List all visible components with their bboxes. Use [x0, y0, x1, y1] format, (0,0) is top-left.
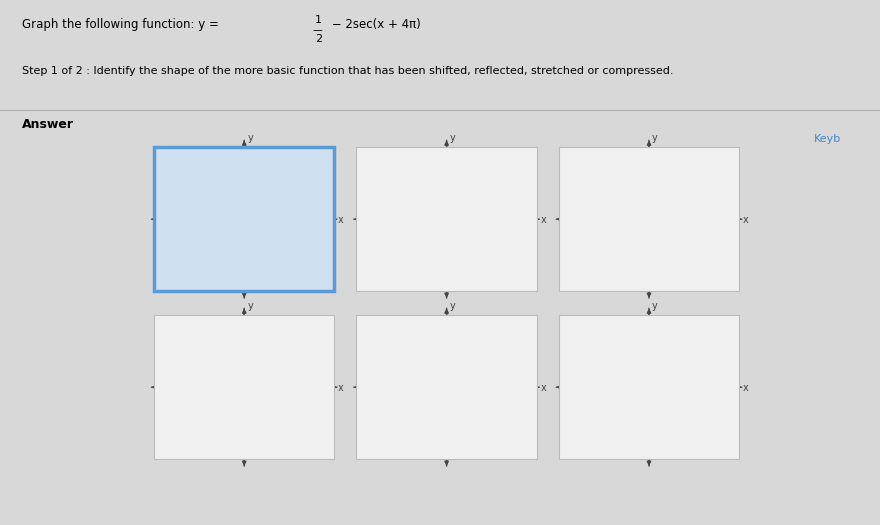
Text: y: y: [450, 301, 456, 311]
Text: y: y: [247, 133, 253, 143]
Text: y: y: [247, 301, 253, 311]
Text: Answer: Answer: [22, 118, 74, 131]
Text: x: x: [743, 215, 749, 225]
Text: x: x: [338, 383, 344, 393]
Text: y: y: [652, 133, 658, 143]
Text: x: x: [540, 383, 546, 393]
Text: Step 1 of 2 : Identify the shape of the more basic function that has been shifte: Step 1 of 2 : Identify the shape of the …: [22, 66, 673, 76]
Text: x: x: [338, 215, 344, 225]
Text: Keyb: Keyb: [814, 134, 841, 144]
Text: x: x: [743, 383, 749, 393]
Text: Graph the following function: y =: Graph the following function: y =: [22, 18, 223, 31]
Text: x: x: [540, 215, 546, 225]
Text: 1: 1: [315, 15, 322, 25]
Text: − 2sec(x + 4π): − 2sec(x + 4π): [328, 18, 421, 31]
Text: —: —: [312, 25, 322, 35]
Text: y: y: [450, 133, 456, 143]
Text: 2: 2: [315, 34, 322, 44]
Text: y: y: [652, 301, 658, 311]
